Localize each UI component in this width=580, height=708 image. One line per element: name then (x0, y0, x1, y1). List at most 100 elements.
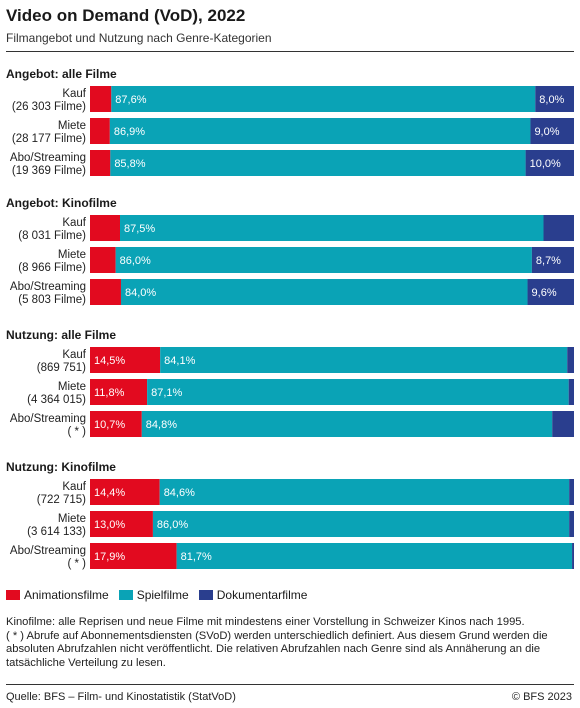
data-label-animation: 13,0% (94, 519, 125, 531)
data-label-spiel: 81,7% (181, 551, 212, 563)
row-count-label: (3 614 133) (27, 526, 86, 538)
data-label-doku: 9,6% (532, 287, 557, 299)
data-label-animation: 11,8% (94, 387, 125, 399)
row-label: Kauf (62, 349, 86, 361)
bar-segment-spiel (141, 411, 553, 437)
row-count-label: (722 715) (37, 494, 86, 506)
data-label-doku: 8,7% (536, 255, 561, 267)
bar-segment-spiel (115, 247, 532, 273)
data-label-spiel: 84,0% (125, 287, 156, 299)
bar-segment-animation (90, 479, 160, 505)
data-label-spiel: 84,8% (146, 419, 177, 431)
bar-segment-doku (525, 150, 574, 176)
row-count-label: ( * ) (67, 426, 86, 438)
bar-segment-doku (527, 279, 574, 305)
footnotes: Kinofilme: alle Reprisen und neue Filme … (6, 616, 572, 670)
group-heading: Nutzung: Kinofilme (6, 460, 116, 474)
group-heading: Angebot: Kinofilme (6, 196, 117, 210)
row-label: Miete (58, 120, 86, 132)
bar-segment-spiel (159, 479, 570, 505)
bar-segment-doku (567, 347, 574, 373)
chart-legend: Animationsfilme Spielfilme Dokumentarfil… (6, 588, 307, 602)
group-heading: Nutzung: alle Filme (6, 328, 116, 342)
chart-subtitle: Filmangebot und Nutzung nach Genre-Kateg… (6, 31, 272, 45)
legend-label-spiel: Spielfilme (136, 588, 189, 602)
bar-segment-doku (572, 543, 574, 569)
data-label-spiel: 85,8% (114, 158, 145, 170)
row-label: Miete (58, 513, 86, 525)
bar-segment-spiel (147, 379, 569, 405)
bar-segment-animation (90, 279, 121, 305)
row-label: Miete (58, 249, 86, 261)
legend-label-animation: Animationsfilme (24, 588, 109, 602)
copyright-note: © BFS 2023 (511, 691, 572, 703)
bar-segment-animation (90, 543, 177, 569)
data-label-doku: 10,0% (530, 158, 561, 170)
row-count-label: (28 177 Filme) (12, 133, 86, 145)
footnote-asterisk: ( * ) Abrufe auf Abonnementsdiensten (SV… (6, 629, 548, 669)
row-label: Miete (58, 381, 86, 393)
row-label: Kauf (62, 217, 86, 229)
row-count-label: (19 369 Filme) (12, 165, 86, 177)
row-label: Abo/Streaming (10, 281, 86, 293)
bar-segment-animation (90, 118, 110, 144)
group-heading: Angebot: alle Filme (6, 67, 117, 81)
data-label-spiel: 87,5% (124, 223, 155, 235)
bar-segment-doku (543, 215, 574, 241)
bar-segment-spiel (111, 86, 536, 112)
bar-segment-doku (552, 411, 574, 437)
legend-swatch-spiel (118, 590, 133, 600)
source-note: Quelle: BFS – Film- und Kinostatistik (S… (6, 691, 236, 703)
footnote-kinofilme: Kinofilme: alle Reprisen und neue Filme … (6, 616, 525, 628)
bar-segment-doku (569, 511, 574, 537)
bar-segment-spiel (152, 511, 570, 537)
data-label-spiel: 86,9% (114, 126, 145, 138)
bar-segment-animation (90, 247, 116, 273)
data-label-spiel: 87,1% (151, 387, 182, 399)
data-label-animation: 14,5% (94, 355, 125, 367)
data-label-spiel: 86,0% (157, 519, 188, 531)
bar-segment-animation (90, 379, 148, 405)
bar-segment-animation (90, 86, 112, 112)
bar-segment-doku (568, 379, 574, 405)
bar-segment-animation (90, 511, 153, 537)
legend-item-animation: Animationsfilme (6, 588, 109, 602)
row-label: Abo/Streaming (10, 152, 86, 164)
data-label-doku: 8,0% (539, 94, 564, 106)
legend-label-doku: Dokumentarfilme (216, 588, 308, 602)
data-label-spiel: 84,1% (164, 355, 195, 367)
row-label: Abo/Streaming (10, 413, 86, 425)
data-label-spiel: 86,0% (120, 255, 151, 267)
legend-item-spiel: Spielfilme (118, 588, 189, 602)
header-rule (6, 51, 574, 52)
bar-segment-animation (90, 215, 121, 241)
data-label-spiel: 87,6% (115, 94, 146, 106)
data-label-animation: 14,4% (94, 487, 125, 499)
legend-item-doku: Dokumentarfilme (198, 588, 308, 602)
row-label: Abo/Streaming (10, 545, 86, 557)
row-label: Kauf (62, 88, 86, 100)
row-count-label: (26 303 Filme) (12, 101, 86, 113)
data-label-doku: 9,0% (534, 126, 559, 138)
row-count-label: (8 031 Filme) (18, 230, 86, 242)
data-label-animation: 10,7% (94, 419, 125, 431)
bar-segment-animation (90, 150, 111, 176)
bar-segment-animation (90, 411, 142, 437)
row-count-label: (8 966 Filme) (18, 262, 86, 274)
row-count-label: ( * ) (67, 558, 86, 570)
legend-swatch-animation (6, 590, 20, 600)
row-count-label: (869 751) (37, 362, 86, 374)
data-label-spiel: 84,6% (164, 487, 195, 499)
bar-segment-spiel (120, 215, 544, 241)
bar-segment-spiel (120, 279, 528, 305)
bar-segment-doku (535, 86, 574, 112)
row-count-label: (5 803 Filme) (18, 294, 86, 306)
footer-rule (6, 684, 574, 685)
bar-segment-doku (530, 118, 574, 144)
data-label-animation: 17,9% (94, 551, 125, 563)
bar-segment-spiel (176, 543, 573, 569)
row-label: Kauf (62, 481, 86, 493)
bar-segment-spiel (160, 347, 568, 373)
bar-segment-spiel (110, 150, 526, 176)
